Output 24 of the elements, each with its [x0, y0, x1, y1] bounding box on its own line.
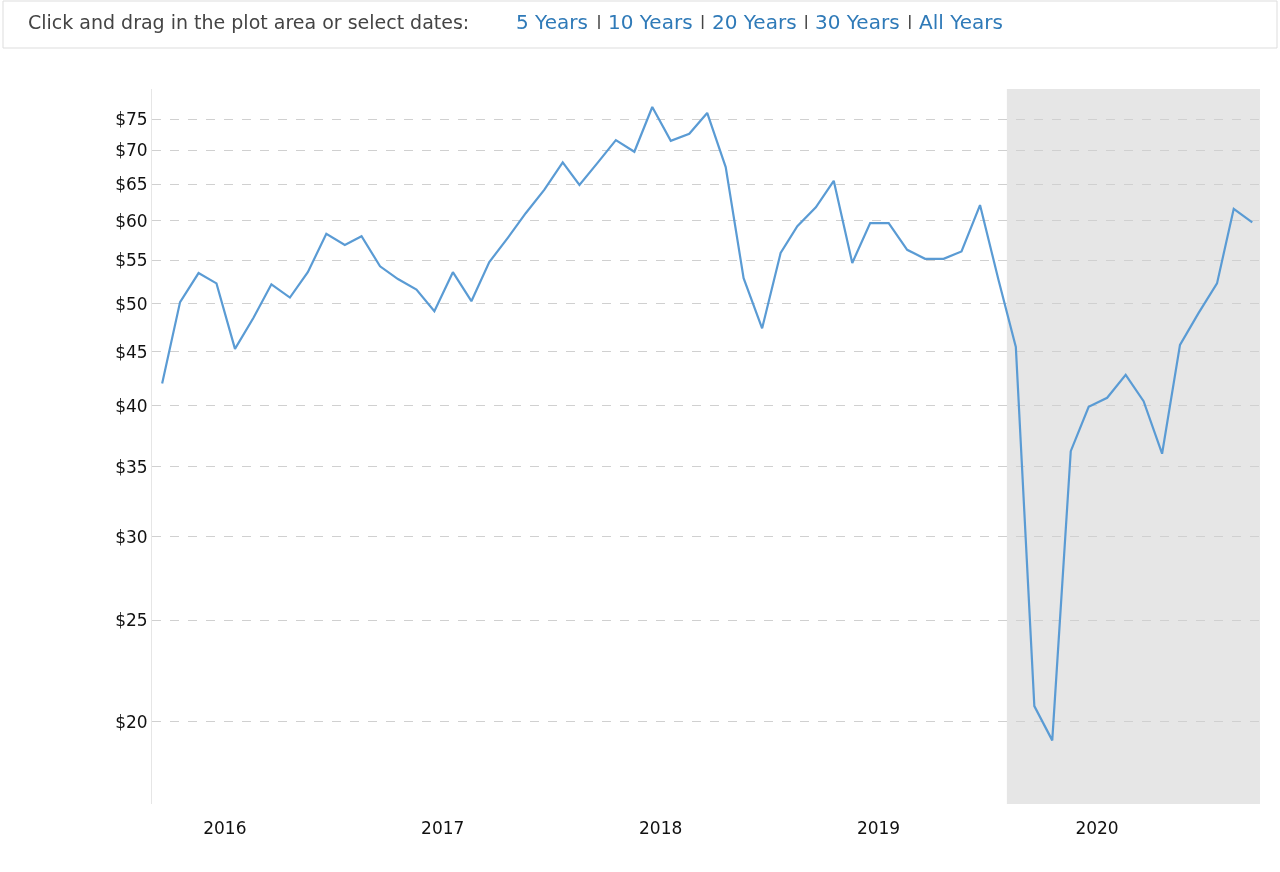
text: 10 Years — [608, 10, 693, 34]
x-tick-label: 2017 — [421, 818, 465, 838]
line-series — [161, 105, 1254, 742]
y-tick-label: $40 — [115, 395, 148, 416]
x-tick-label: 2018 — [639, 818, 683, 838]
y-tick-label: $50 — [115, 293, 148, 314]
y-tick-label: $30 — [115, 526, 148, 547]
y-tick-label: $25 — [115, 609, 148, 630]
y-tick-label: $55 — [115, 250, 148, 271]
y-tick-label: $35 — [115, 456, 148, 477]
text: Click and drag in the plot area or select dates: — [28, 11, 470, 33]
x-tick-label: 2020 — [1075, 818, 1119, 838]
text: 30 Years — [815, 10, 900, 34]
text: All Years — [919, 10, 1003, 34]
x-tick-label: 2016 — [203, 818, 247, 838]
text: 5 Years — [516, 10, 588, 34]
y-tick-label: $45 — [115, 341, 148, 362]
text: 20 Years — [712, 10, 797, 34]
y-tick-label: $70 — [115, 140, 148, 161]
y-tick-label: $60 — [115, 210, 148, 231]
y-tick-label: $65 — [115, 174, 148, 195]
x-tick-label: 2019 — [856, 818, 901, 838]
y-tick-label: $75 — [115, 108, 148, 129]
y-tick-label: $20 — [115, 711, 148, 732]
